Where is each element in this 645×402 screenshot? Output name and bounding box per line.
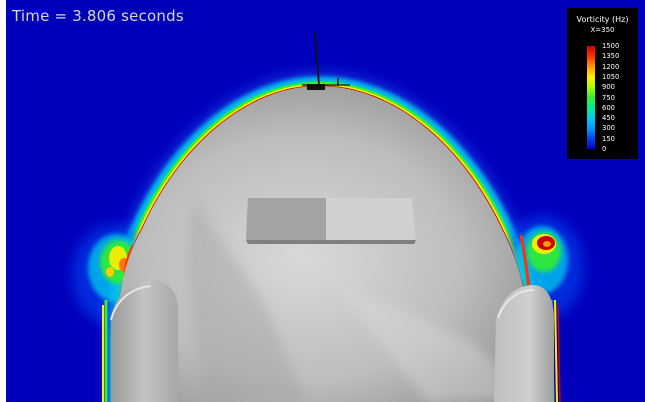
- legend-tick: 1500: [602, 42, 620, 50]
- legend-title: Vorticity (Hz): [576, 15, 629, 24]
- dome-shading: [187, 200, 306, 402]
- left-pillar: [111, 280, 178, 402]
- colorbar-legend: Vorticity (Hz) X=350: [567, 8, 638, 159]
- central-notch: [246, 198, 416, 244]
- time-readout: Time = 3.806 seconds: [12, 7, 184, 25]
- right-pillar: [494, 285, 554, 402]
- legend-tick: 450: [602, 114, 615, 123]
- legend-subtitle: X=350: [590, 26, 615, 34]
- legend-tick: 1050: [602, 72, 620, 81]
- legend-tick: 900: [602, 83, 615, 92]
- antenna-mast: [302, 31, 350, 90]
- legend-tick: 150: [602, 134, 615, 143]
- vorticity-field: [6, 0, 645, 402]
- legend-tick: 1200: [602, 62, 620, 71]
- legend-tick: 300: [602, 124, 615, 133]
- legend-tick: 750: [602, 93, 615, 102]
- legend-tick: 600: [602, 103, 615, 112]
- flow-render: [6, 0, 645, 402]
- legend-tick: 0: [602, 145, 607, 153]
- legend-tick-labels: 1500 1350 1200 1050 900 750 600 450 300 …: [602, 42, 634, 154]
- legend-tick: 1350: [602, 52, 620, 61]
- colorbar-gradient: [587, 46, 595, 149]
